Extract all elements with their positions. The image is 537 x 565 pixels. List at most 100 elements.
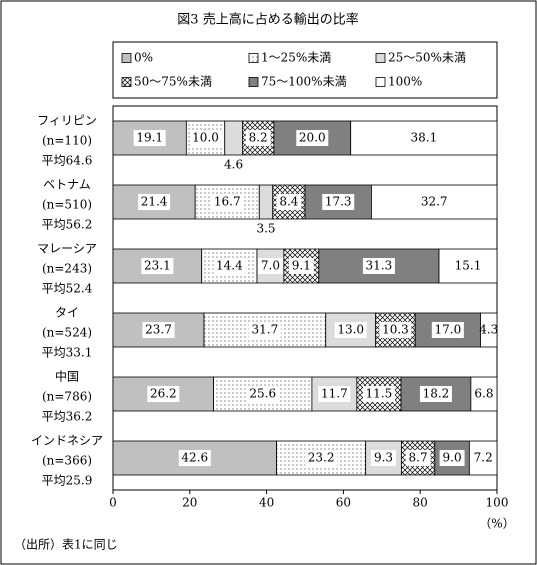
value-label: 8.2	[249, 131, 268, 145]
value-label: 25.6	[249, 387, 276, 401]
value-label: 10.0	[192, 131, 219, 145]
category-label: フィリピン	[37, 114, 97, 128]
legend-label: 50～75%未満	[134, 75, 212, 89]
value-label: 42.6	[181, 451, 208, 465]
value-label-bg	[141, 258, 174, 274]
value-label: 23.2	[308, 451, 335, 465]
value-label: 8.4	[279, 195, 298, 209]
value-label: 17.3	[325, 195, 352, 209]
value-label: 38.1	[410, 131, 437, 145]
value-label-bg	[334, 322, 367, 338]
value-label: 23.7	[145, 323, 172, 337]
value-label: 8.7	[409, 451, 428, 465]
value-label: 4.6	[224, 158, 243, 172]
value-label-bg	[419, 386, 452, 402]
value-label: 23.1	[144, 259, 171, 273]
legend-swatch	[375, 53, 386, 63]
value-label: 11.7	[321, 387, 348, 401]
value-label-bg	[371, 450, 397, 466]
bar-segment	[371, 184, 498, 220]
value-label: 20.0	[299, 131, 326, 145]
bar-segment	[224, 120, 243, 156]
value-label: 18.2	[423, 387, 450, 401]
legend-swatch	[121, 77, 132, 87]
value-label-bg	[318, 386, 351, 402]
plot-frame	[112, 105, 498, 491]
value-label-bg	[362, 258, 395, 274]
value-label: 4.3	[479, 323, 498, 337]
value-label-bg	[257, 258, 283, 274]
category-label: 平均36.2	[42, 410, 93, 424]
value-label: 3.5	[256, 222, 275, 236]
value-label: 17.0	[434, 323, 461, 337]
value-label-bg	[431, 322, 464, 338]
x-tick-label: 20	[182, 496, 197, 510]
category-label: 中国	[55, 369, 79, 384]
value-label: 9.3	[374, 451, 393, 465]
legend-label: 75～100%未満	[261, 75, 347, 89]
value-label-bg	[288, 258, 314, 274]
legend-label: 25～50%未満	[388, 51, 466, 65]
bar-segment	[112, 248, 203, 284]
category-label: (n=510)	[42, 198, 92, 212]
value-label-bg	[439, 450, 465, 466]
value-label: 21.4	[141, 195, 168, 209]
x-tick-label: 100	[486, 496, 509, 510]
x-unit: （%）	[479, 517, 514, 531]
value-label-bg	[248, 322, 281, 338]
value-label-bg	[211, 194, 244, 210]
category-label: インドネシア	[31, 434, 103, 448]
bar-segment	[438, 248, 498, 284]
x-tick-label: 0	[109, 496, 117, 510]
value-label: 7.2	[474, 451, 493, 465]
value-label-bg	[178, 450, 211, 466]
category-label: (n=786)	[42, 390, 92, 404]
value-label-bg	[245, 130, 271, 146]
value-label: 9.0	[443, 451, 462, 465]
value-label-bg	[142, 322, 175, 338]
legend-label: 0%	[134, 51, 153, 65]
category-label: 平均25.9	[42, 474, 93, 488]
category-label: タイ	[55, 306, 79, 320]
value-label: 26.2	[150, 387, 177, 401]
value-label: 16.7	[214, 195, 241, 209]
source-note: （出所）表1に同じ	[14, 538, 118, 552]
value-label: 31.7	[252, 323, 279, 337]
value-label: 11.5	[366, 387, 393, 401]
legend-label: 100%	[388, 75, 422, 89]
x-tick-label: 40	[259, 496, 274, 510]
value-label-bg	[362, 386, 395, 402]
bar-segment	[350, 120, 498, 156]
value-label: 15.1	[455, 259, 482, 273]
category-label: (n=524)	[42, 326, 92, 340]
value-label: 7.0	[261, 259, 280, 273]
value-label-bg	[133, 130, 166, 146]
bar-segment	[480, 312, 498, 348]
value-label-bg	[189, 130, 222, 146]
value-label-bg	[147, 386, 180, 402]
category-label: (n=110)	[42, 134, 92, 148]
category-label: (n=366)	[42, 454, 92, 468]
legend-box	[112, 41, 498, 99]
legend-swatch	[375, 77, 386, 87]
legend-swatch	[121, 53, 132, 63]
value-label: 31.3	[366, 259, 393, 273]
category-label: 平均64.6	[42, 154, 93, 168]
value-label-bg	[296, 130, 329, 146]
legend-label: 1～25%未満	[261, 51, 331, 65]
value-label-bg	[246, 386, 279, 402]
value-label-bg	[322, 194, 355, 210]
value-label-bg	[405, 450, 431, 466]
bar-segment	[470, 376, 498, 412]
category-label: ベトナム	[43, 178, 91, 192]
x-tick-label: 60	[336, 496, 351, 510]
value-label: 32.7	[421, 195, 448, 209]
value-label-bg	[305, 450, 338, 466]
x-tick-label: 80	[413, 496, 428, 510]
bar-segment	[258, 184, 274, 220]
value-label-bg	[138, 194, 171, 210]
value-label-bg	[213, 258, 246, 274]
value-label: 6.8	[474, 387, 493, 401]
value-label: 13.0	[337, 323, 364, 337]
